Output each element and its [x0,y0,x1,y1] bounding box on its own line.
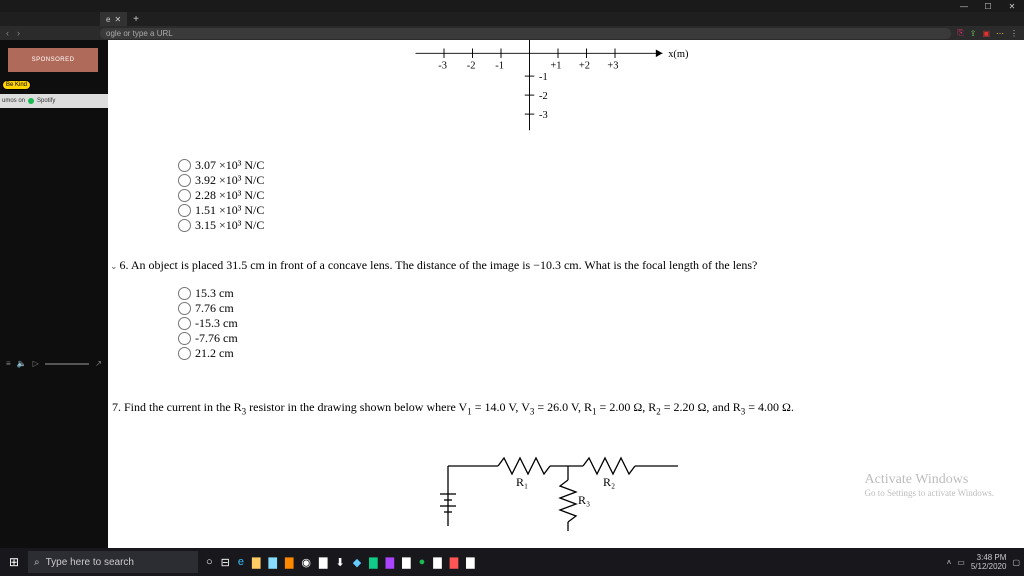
taskview-icon[interactable]: ⊟ [221,556,230,569]
radio-input[interactable] [178,174,191,187]
q5-option[interactable]: 3.15 ×10³ N/C [178,218,264,233]
app-icon[interactable]: ▇ [285,556,293,569]
media-player[interactable]: ≡ 🔈 ▷ ↗ [0,359,108,368]
taskbar-apps: ○ ⊟ e ▇ ▇ ▇ ◉ ▇ ⬇ ◆ ▇ ▇ ▇ ● ▇ ▇ ▇ [206,548,475,576]
spotify-icon [28,98,34,104]
window-maximize[interactable]: ☐ [976,0,1000,12]
app-icon[interactable]: ▇ [319,556,327,569]
app-icon[interactable]: ◆ [353,556,361,569]
axis-graph: x(m) -3 -2 -1 +1 +2 +3 -1 -2 -3 [388,40,728,135]
radio-input[interactable] [178,219,191,232]
sidebar-bekind[interactable]: Be Kind [0,78,108,92]
radio-input[interactable] [178,317,191,330]
explorer-icon[interactable]: ▇ [252,556,260,569]
q6-options: 15.3 cm 7.76 cm -15.3 cm -7.76 cm 21.2 c… [178,286,238,361]
cortana-icon[interactable]: ○ [206,556,213,568]
svg-text:+1: +1 [550,61,561,72]
taskbar-search[interactable]: ⌕ Type here to search [28,551,198,573]
play-icon[interactable]: ▷ [33,359,39,368]
q6-option[interactable]: -7.76 cm [178,331,238,346]
app-icon[interactable]: ▇ [369,556,377,569]
ext-icon-2[interactable]: ⇪ [970,29,977,38]
progress-bar[interactable] [45,363,90,365]
q7-text: 7. Find the current in the R3 resistor i… [112,400,794,416]
svg-text:x(m): x(m) [668,49,689,60]
speaker-icon: 🔈 [17,359,27,368]
browser-toolbar: ‹ › ogle or type a URL ⎘ ⇪ ▣ ⋯ ⋮ [0,26,1024,40]
ext-icon-1[interactable]: ⎘ [957,28,963,38]
edge-icon[interactable]: e [238,556,244,568]
q6-option[interactable]: 15.3 cm [178,286,238,301]
nav-forward-icon[interactable]: › [17,28,20,38]
start-button[interactable]: ⊞ [0,548,28,576]
q5-option[interactable]: 3.92 ×10³ N/C [178,173,264,188]
svg-text:+3: +3 [607,61,618,72]
q5-option[interactable]: 3.07 ×10³ N/C [178,158,264,173]
left-sidebar: SPONSORED Be Kind umos onSpotify ≡ 🔈 ▷ ↗ [0,40,108,548]
windows-watermark: Activate Windows Go to Settings to activ… [865,472,994,498]
browser-tab[interactable]: e ✕ [100,12,127,26]
radio-input[interactable] [178,287,191,300]
q6-option[interactable]: 7.76 cm [178,301,238,316]
tab-title: e [106,15,110,24]
steam-icon[interactable]: ⬇ [335,556,344,569]
sidebar-spotify[interactable]: umos onSpotify [0,94,108,108]
taskbar-clock[interactable]: 3:48 PM 5/12/2020 [971,553,1007,571]
radio-input[interactable] [178,159,191,172]
app-icon[interactable]: ▇ [433,556,441,569]
store-icon[interactable]: ▇ [268,556,276,569]
caret-icon: ⌄ [110,261,118,271]
tab-close-icon[interactable]: ✕ [114,15,121,24]
app-icon[interactable]: ▇ [466,556,474,569]
circuit-diagram: R₁ R₂ R₃ [408,436,728,536]
svg-text:-3: -3 [539,110,548,121]
svg-text:+2: +2 [579,61,590,72]
spotify-taskbar-icon[interactable]: ● [419,556,426,568]
radio-input[interactable] [178,189,191,202]
nav-back-icon[interactable]: ‹ [6,28,9,38]
svg-text:R₁: R₁ [516,475,528,489]
svg-text:R₃: R₃ [578,493,590,507]
tray-net-icon[interactable]: ▭ [957,558,965,567]
q6-text: ⌄6. An object is placed 31.5 cm in front… [110,258,757,273]
app-icon[interactable]: ▇ [402,556,410,569]
ext-icon-4[interactable]: ⋯ [996,29,1004,38]
eq-icon: ≡ [6,359,11,368]
q5-option[interactable]: 1.51 ×10³ N/C [178,203,264,218]
q6-option[interactable]: 21.2 cm [178,346,238,361]
new-tab-button[interactable]: + [127,14,145,25]
q5-options: 3.07 ×10³ N/C 3.92 ×10³ N/C 2.28 ×10³ N/… [178,158,264,233]
sponsored-badge: SPONSORED [8,48,98,72]
browser-menu-icon[interactable]: ⋮ [1010,29,1018,38]
svg-text:-2: -2 [539,91,548,102]
chrome-icon[interactable]: ◉ [301,556,311,569]
svg-text:R₂: R₂ [603,475,615,489]
radio-input[interactable] [178,204,191,217]
app-icon[interactable]: ▇ [450,556,458,569]
svg-text:-1: -1 [495,61,504,72]
browser-tabstrip: e ✕ + [0,12,1024,26]
search-icon: ⌕ [34,557,40,568]
expand-icon[interactable]: ↗ [95,359,102,368]
svg-text:-1: -1 [539,72,548,83]
notifications-icon[interactable]: ▢ [1012,558,1020,567]
q5-option[interactable]: 2.28 ×10³ N/C [178,188,264,203]
taskbar: ⊞ ⌕ Type here to search ○ ⊟ e ▇ ▇ ▇ ◉ ▇ … [0,548,1024,576]
window-minimize[interactable]: — [952,0,976,12]
app-icon[interactable]: ▇ [386,556,394,569]
system-tray: ˄ ▭ 3:48 PM 5/12/2020 ▢ [947,553,1024,571]
radio-input[interactable] [178,347,191,360]
svg-text:-3: -3 [438,61,447,72]
ext-icon-3[interactable]: ▣ [982,29,990,38]
radio-input[interactable] [178,332,191,345]
window-titlebar: — ☐ ✕ [0,0,1024,12]
window-close[interactable]: ✕ [1000,0,1024,12]
tray-up-icon[interactable]: ˄ [947,558,952,567]
page-content: x(m) -3 -2 -1 +1 +2 +3 -1 -2 -3 3.07 ×10… [108,40,1024,548]
radio-input[interactable] [178,302,191,315]
svg-text:-2: -2 [467,61,476,72]
search-placeholder: Type here to search [46,557,134,568]
address-bar[interactable]: ogle or type a URL [100,28,951,39]
q6-option[interactable]: -15.3 cm [178,316,238,331]
